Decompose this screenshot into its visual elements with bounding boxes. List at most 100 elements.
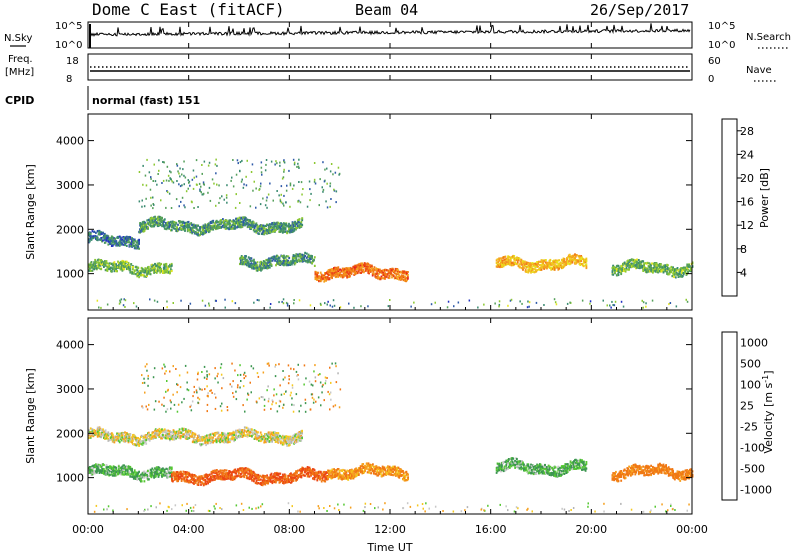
echo-cell xyxy=(568,259,571,262)
echo-cell xyxy=(244,219,247,222)
echo-cell xyxy=(97,265,100,268)
echo-cell xyxy=(164,221,167,225)
echo-cell xyxy=(88,238,90,241)
echo-speckle xyxy=(231,300,234,303)
echo-cell xyxy=(303,258,306,261)
echo-cell xyxy=(125,468,127,471)
echo-cell xyxy=(138,444,140,447)
echo-cell xyxy=(553,268,556,271)
echo-cell xyxy=(287,255,290,258)
echo-cell xyxy=(504,260,507,263)
echo-cell xyxy=(228,439,231,442)
echo-cell xyxy=(162,431,164,434)
echo-cell xyxy=(225,440,228,443)
echo-speckle xyxy=(218,201,220,204)
echo-cell xyxy=(151,474,154,477)
echo-speckle xyxy=(553,298,556,301)
echo-cell xyxy=(160,471,162,474)
echo-speckle xyxy=(152,180,154,182)
echo-speckle xyxy=(183,183,185,186)
echo-cell xyxy=(124,236,126,239)
echo-cell xyxy=(378,277,381,280)
echo-cell xyxy=(338,272,341,275)
echo-speckle xyxy=(183,204,185,207)
power-panel-background xyxy=(88,114,692,310)
echo-cell xyxy=(510,261,513,264)
echo-cell xyxy=(508,259,510,262)
echo-speckle xyxy=(234,206,237,209)
echo-cell xyxy=(508,262,511,265)
echo-cell xyxy=(274,228,277,232)
echo-cell xyxy=(251,428,253,431)
echo-cell xyxy=(100,237,103,240)
echo-cell xyxy=(153,434,155,437)
echo-cell xyxy=(263,226,266,230)
echo-cell xyxy=(203,436,206,439)
echo-cell xyxy=(188,436,191,439)
echo-cell xyxy=(390,272,393,275)
echo-cell xyxy=(346,270,348,274)
echo-speckle xyxy=(215,172,217,175)
echo-cell xyxy=(317,271,319,274)
echo-cell xyxy=(550,262,553,265)
echo-cell xyxy=(88,267,91,270)
echo-speckle xyxy=(237,162,239,165)
echo-cell xyxy=(509,259,512,262)
echo-speckle xyxy=(326,182,328,185)
echo-cell xyxy=(301,217,304,220)
echo-speckle xyxy=(250,171,253,173)
echo-cell xyxy=(260,226,263,229)
echo-speckle xyxy=(286,302,289,305)
power-echoes xyxy=(88,158,694,309)
echo-cell xyxy=(344,274,347,277)
echo-cell xyxy=(236,218,238,221)
echo-cell xyxy=(140,274,142,277)
echo-cell xyxy=(581,263,583,266)
echo-cell xyxy=(103,263,105,266)
echo-cell xyxy=(204,231,207,234)
echo-cell xyxy=(117,236,119,239)
echo-cell xyxy=(222,218,224,221)
echo-cell xyxy=(165,262,168,266)
echo-speckle xyxy=(119,301,122,304)
echo-speckle xyxy=(264,204,267,207)
echo-cell xyxy=(325,279,327,282)
echo-cell xyxy=(337,275,340,278)
echo-cell xyxy=(140,434,143,437)
echo-speckle xyxy=(276,162,278,165)
echo-cell xyxy=(615,268,618,271)
echo-cell xyxy=(687,268,689,271)
echo-cell xyxy=(109,473,111,476)
echo-speckle xyxy=(154,180,157,183)
echo-cell xyxy=(103,260,106,263)
echo-cell xyxy=(578,256,581,259)
echo-cell xyxy=(316,278,319,281)
echo-cell xyxy=(193,226,196,229)
echo-cell xyxy=(165,471,168,474)
echo-cell xyxy=(551,266,553,269)
echo-cell xyxy=(212,441,214,444)
echo-cell xyxy=(145,439,148,442)
echo-cell xyxy=(348,267,350,270)
echo-cell xyxy=(106,436,109,439)
echo-cell xyxy=(157,475,160,478)
echo-cell xyxy=(132,435,135,439)
echo-cell xyxy=(524,268,527,271)
echo-cell xyxy=(149,434,152,437)
echo-cell xyxy=(91,269,94,272)
echo-cell xyxy=(681,275,684,278)
echo-cell xyxy=(266,267,269,270)
echo-cell xyxy=(169,473,171,477)
echo-cell xyxy=(239,256,242,260)
echo-cell xyxy=(375,269,378,272)
echo-cell xyxy=(388,276,391,279)
echo-cell xyxy=(566,258,568,261)
echo-cell xyxy=(260,225,263,228)
echo-cell xyxy=(271,226,274,229)
echo-speckle xyxy=(203,160,206,163)
echo-cell xyxy=(107,468,110,471)
echo-cell xyxy=(303,254,306,257)
echo-cell xyxy=(501,259,504,262)
echo-cell xyxy=(152,264,155,267)
echo-speckle xyxy=(226,184,228,187)
